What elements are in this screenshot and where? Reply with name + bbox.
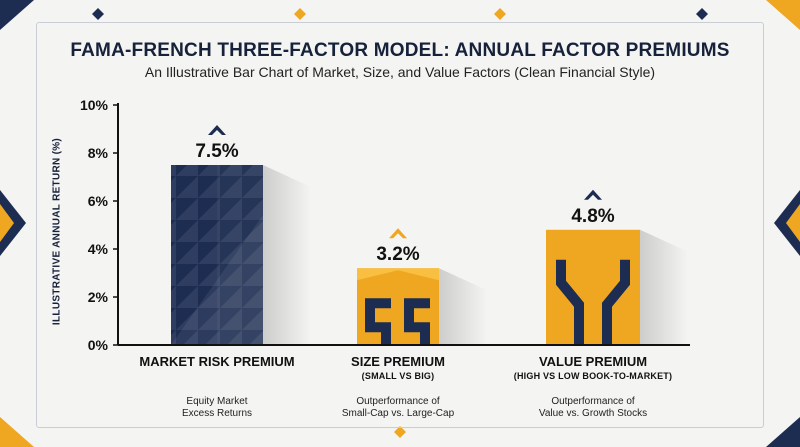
value-marker-icon [208, 125, 226, 135]
y-tick-label: 2% [88, 289, 109, 305]
bar-pattern [357, 268, 439, 346]
value-marker-icon [584, 189, 602, 200]
data-label: 7.5% [195, 141, 238, 162]
bar-shadow [263, 165, 311, 345]
category-description-value: Outperformance of Value vs. Growth Stock… [473, 396, 713, 420]
category-description-market: Equity Market Excess Returns [97, 396, 337, 420]
bar-shadow [439, 268, 487, 345]
description-line: Excess Returns [181, 408, 253, 419]
description-line: Outperformance of [356, 396, 440, 407]
bar-shadow [640, 229, 688, 345]
category-label-value: VALUE PREMIUM (HIGH VS LOW BOOK-TO-MARKE… [473, 354, 713, 381]
chart-frame [36, 22, 764, 428]
value-marker-icon [389, 228, 407, 239]
category-title-value: VALUE PREMIUM [538, 354, 648, 369]
y-tick-label: 10% [80, 97, 109, 113]
bar-pattern [171, 165, 263, 345]
description-line: Equity Market [186, 396, 248, 407]
description-line: Outperformance of [551, 396, 635, 407]
chart-title: FAMA-FRENCH THREE-FACTOR MODEL: ANNUAL F… [70, 40, 730, 61]
y-tick-label: 4% [88, 241, 109, 257]
y-axis-label: ILLUSTRATIVE ANNUAL RETURN (%) [51, 137, 63, 326]
category-title-size: SIZE PREMIUM [351, 354, 445, 369]
category-label-market: MARKET RISK PREMIUM [97, 354, 337, 369]
description-line: Value vs. Growth Stocks [538, 408, 648, 419]
category-title-market: MARKET RISK PREMIUM [139, 354, 295, 369]
category-subtitle-size: (SMALL VS BIG) [361, 371, 435, 381]
category-subtitle-value: (HIGH VS LOW BOOK-TO-MARKET) [513, 371, 673, 381]
y-tick-label: 6% [88, 193, 109, 209]
chart-subtitle: An Illustrative Bar Chart of Market, Siz… [144, 64, 656, 80]
description-line: Small-Cap vs. Large-Cap [341, 408, 455, 419]
data-label: 4.8% [571, 206, 614, 227]
category-description-size: Outperformance of Small-Cap vs. Large-Ca… [278, 396, 518, 420]
y-tick-label: 0% [88, 337, 109, 353]
bar-pattern [556, 259, 630, 345]
y-tick-label: 8% [88, 145, 109, 161]
category-label-size: SIZE PREMIUM (SMALL VS BIG) [278, 354, 518, 381]
data-label: 3.2% [376, 244, 419, 265]
